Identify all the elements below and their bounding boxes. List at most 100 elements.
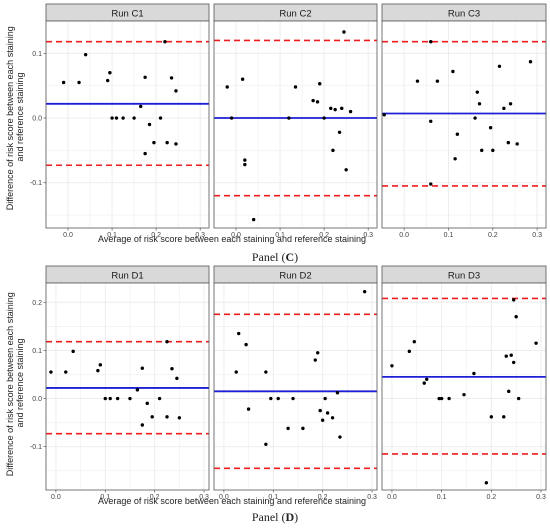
data-point xyxy=(475,90,479,94)
data-point xyxy=(422,381,426,385)
data-point xyxy=(301,426,305,431)
data-point xyxy=(407,349,412,354)
y-axis-title-top-line1: Difference of risk score between each st… xyxy=(5,26,15,210)
data-point xyxy=(293,85,298,89)
data-point xyxy=(488,126,493,130)
data-point xyxy=(313,358,317,362)
data-point xyxy=(316,351,320,355)
y-tick-label: -0.1 xyxy=(30,180,42,187)
data-point xyxy=(229,116,234,120)
data-point xyxy=(175,376,179,381)
y-tick-label: 0.0 xyxy=(32,396,42,403)
x-tick-label: 0.0 xyxy=(231,232,241,239)
data-point xyxy=(174,142,178,146)
y-axis-title-bottom-line1: Difference of risk score between each st… xyxy=(5,292,15,476)
data-point xyxy=(412,340,417,344)
data-point xyxy=(462,392,466,397)
data-point xyxy=(435,79,440,83)
data-point xyxy=(429,119,433,123)
data-point xyxy=(174,89,178,93)
x-tick-label: 0.3 xyxy=(536,494,546,501)
data-point xyxy=(140,366,145,370)
data-point xyxy=(511,360,516,365)
data-point xyxy=(534,341,538,345)
data-point xyxy=(128,396,132,401)
data-point xyxy=(71,349,75,354)
data-point xyxy=(473,116,477,120)
data-point xyxy=(165,340,169,344)
data-point xyxy=(291,396,295,401)
data-point xyxy=(507,389,511,394)
data-point xyxy=(145,401,149,406)
data-point xyxy=(318,408,322,413)
data-point xyxy=(320,418,325,422)
data-point xyxy=(348,109,353,114)
data-point xyxy=(163,40,167,44)
data-point xyxy=(480,148,484,153)
facet-run-d2: Run D2 0.0 0.1 0.2 0.3 xyxy=(213,265,378,501)
x-tick-label: 0.3 xyxy=(367,494,377,501)
data-point xyxy=(484,481,489,485)
x-tick-label: 0.3 xyxy=(532,232,542,239)
plot-area xyxy=(214,21,377,228)
data-point xyxy=(103,396,107,401)
y-tick-label: 0.2 xyxy=(32,300,42,307)
y-tick-label: -0.1 xyxy=(30,444,42,451)
data-point xyxy=(49,370,53,374)
panel-border xyxy=(381,20,547,229)
data-point xyxy=(139,104,143,109)
y-axis-title-bottom-line2: and reference staining xyxy=(15,338,25,427)
data-point xyxy=(506,140,511,145)
data-point xyxy=(115,396,120,401)
x-tick-label: 0.0 xyxy=(387,494,397,501)
data-point xyxy=(451,69,455,74)
data-point xyxy=(158,116,163,120)
data-point xyxy=(147,122,152,127)
data-point xyxy=(455,132,460,136)
data-point xyxy=(382,113,386,117)
data-point xyxy=(429,182,433,186)
data-point xyxy=(330,416,335,420)
data-point xyxy=(98,363,103,367)
data-point xyxy=(318,82,322,86)
data-point xyxy=(269,396,273,401)
x-tick-label: 0.2 xyxy=(319,232,329,239)
x-tick-label: 0.3 xyxy=(195,232,205,239)
facet-title: Run D2 xyxy=(279,271,311,282)
data-point xyxy=(504,354,508,358)
data-point xyxy=(514,314,518,319)
panel-caption-d: Panel (D) xyxy=(252,510,298,524)
data-point xyxy=(165,140,169,145)
data-point xyxy=(342,30,346,34)
x-tick-label: 0.0 xyxy=(63,232,73,239)
data-point xyxy=(344,168,348,172)
data-point xyxy=(121,116,125,120)
data-point xyxy=(243,162,247,167)
data-point xyxy=(335,391,340,395)
data-point xyxy=(140,423,145,427)
x-tick-label: 0.1 xyxy=(437,494,447,501)
x-tick-label: 0.3 xyxy=(199,494,209,501)
x-tick-label: 0.1 xyxy=(107,232,117,239)
data-point xyxy=(515,142,519,146)
data-point xyxy=(311,98,315,103)
data-point xyxy=(264,370,268,374)
data-point xyxy=(333,107,337,112)
y-tick-label: 0.0 xyxy=(32,116,42,123)
data-point xyxy=(105,78,110,83)
data-point xyxy=(132,116,136,120)
x-tick-label: 0.1 xyxy=(268,494,278,501)
data-point xyxy=(246,407,251,411)
data-point xyxy=(83,52,88,57)
data-point xyxy=(509,353,513,357)
facet-run-d3: Run D3 0.0 0.1 0.2 0.3 xyxy=(381,265,547,501)
plot-area xyxy=(214,283,377,490)
y-tick-label: 0.1 xyxy=(32,51,42,58)
data-point xyxy=(325,411,330,415)
data-point xyxy=(177,416,182,420)
data-point xyxy=(331,148,335,153)
data-point xyxy=(236,331,241,336)
x-tick-label: 0.1 xyxy=(444,232,454,239)
data-point xyxy=(489,415,494,419)
data-point xyxy=(287,116,291,120)
